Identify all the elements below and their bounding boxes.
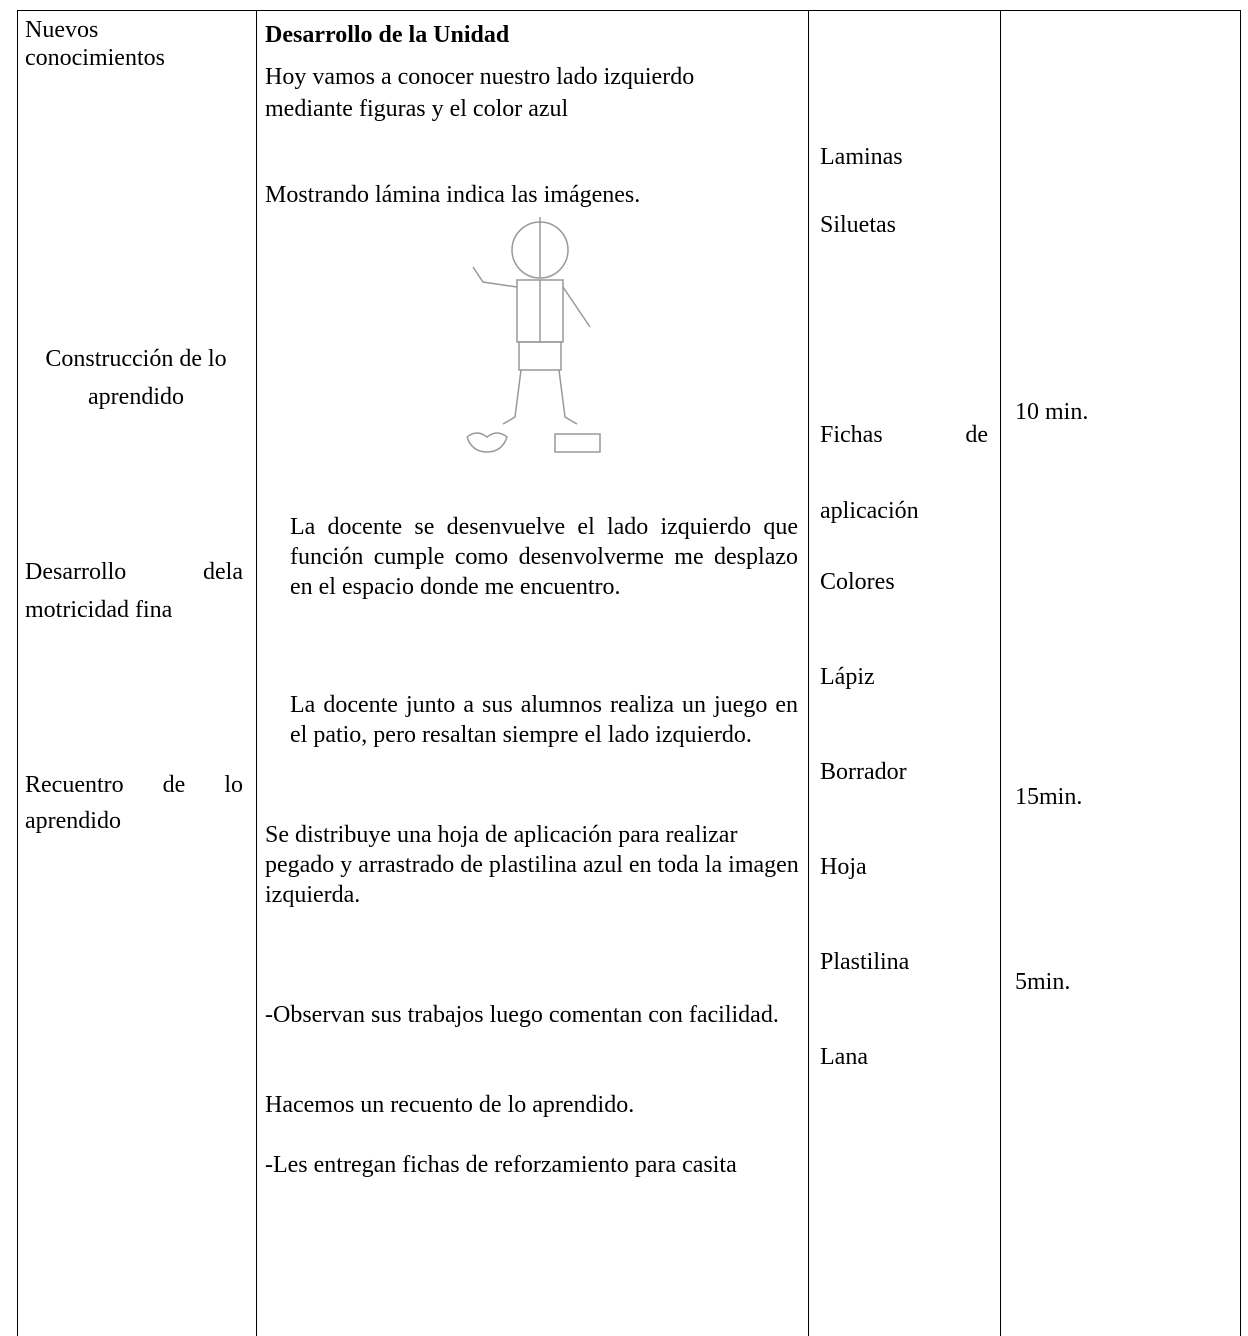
stage-label: Recuentro de lo aprendido	[25, 772, 243, 834]
time: 5min.	[1015, 969, 1071, 995]
material: Lápiz	[820, 664, 875, 690]
material: Fichas de aplicación	[820, 422, 988, 524]
stage-label: Construcción de lo aprendido	[45, 346, 227, 410]
paragraph: Hacemos un recuento de lo aprendido.	[265, 1092, 635, 1118]
stage-label: Desarrollo dela motricidad fina	[25, 559, 243, 623]
table-border	[17, 10, 18, 1336]
material: Colores	[820, 569, 895, 595]
table-border	[256, 10, 257, 1336]
material: Plastilina	[820, 949, 910, 975]
paragraph: La docente junto a sus alumnos realiza u…	[290, 692, 798, 748]
material: Borrador	[820, 759, 907, 785]
stage-label: Nuevos conocimientos	[25, 17, 165, 71]
table-border	[808, 10, 809, 1336]
child-figure	[466, 217, 601, 453]
material: Hoja	[820, 854, 867, 880]
table-border	[17, 10, 1241, 11]
time: 10 min.	[1015, 399, 1089, 425]
paragraph: -Les entregan fichas de reforzamiento pa…	[265, 1152, 737, 1178]
heading: Desarrollo de la Unidad	[265, 22, 510, 48]
material: Lana	[820, 1044, 868, 1070]
paragraph: Se distribuye una hoja de aplicación par…	[265, 822, 799, 908]
table-border	[1000, 10, 1001, 1336]
time: 15min.	[1015, 784, 1083, 810]
table-border	[1240, 10, 1241, 1336]
material: Siluetas	[820, 212, 896, 238]
paragraph: Mostrando lámina indica las imágenes.	[265, 182, 641, 208]
paragraph: La docente se desenvuelve el lado izquie…	[290, 514, 798, 600]
paragraph: Hoy vamos a conocer nuestro lado izquier…	[265, 64, 695, 122]
material: Laminas	[820, 144, 903, 170]
paragraph: -Observan sus trabajos luego comentan co…	[265, 1002, 779, 1028]
